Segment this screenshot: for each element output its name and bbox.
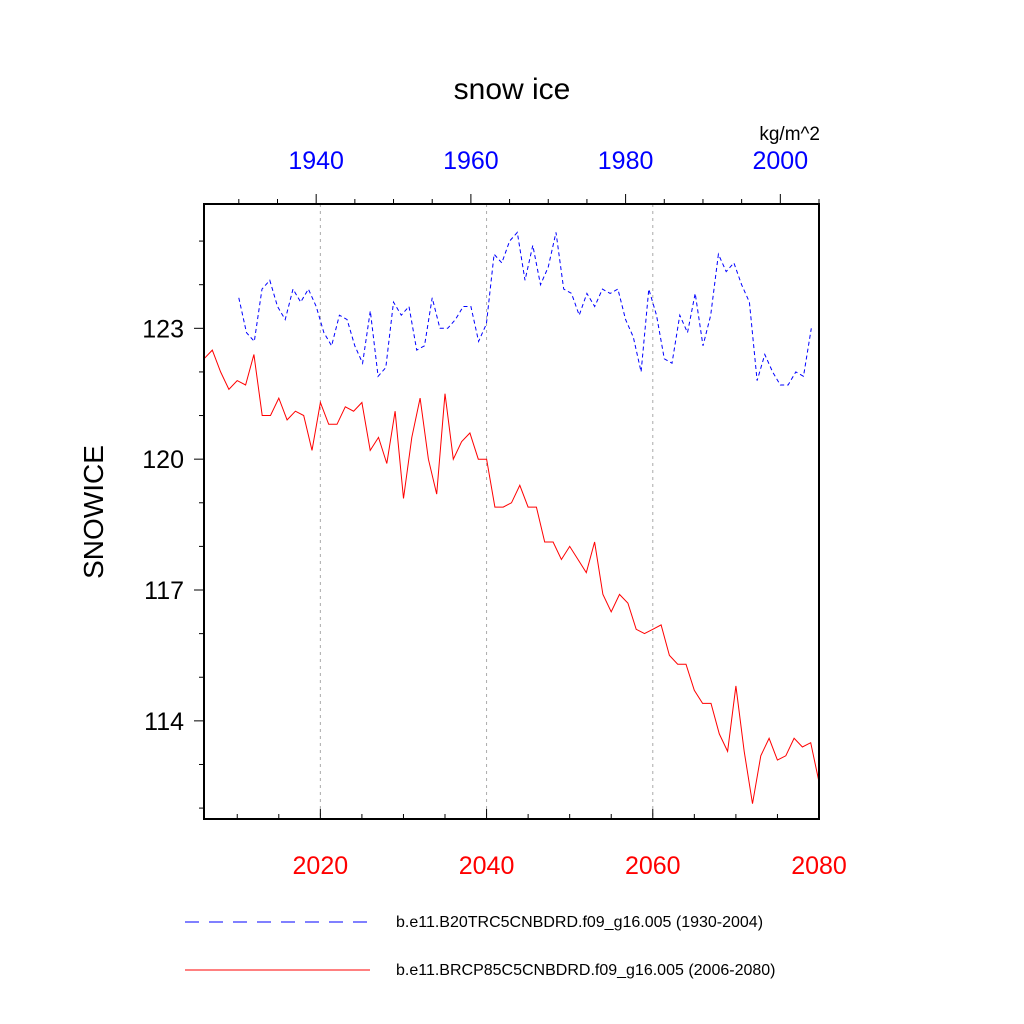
top-tick-label: 1980 <box>598 147 654 175</box>
top-x-axis: 1940 1960 1980 2000 <box>238 147 820 204</box>
plot-frame <box>203 203 820 820</box>
bottom-tick-label: 2060 <box>625 852 681 880</box>
y-tick-label: 120 <box>142 446 184 474</box>
legend-label-projection: b.e11.BRCP85C5CNBDRD.f09_g16.005 (2006-2… <box>396 962 775 979</box>
y-tick-label: 114 <box>144 708 184 736</box>
bottom-tick-label: 2040 <box>459 852 515 880</box>
bottom-tick-label: 2080 <box>791 852 847 880</box>
top-tick-label: 2000 <box>753 147 809 175</box>
y-axis: 114 117 120 123 <box>142 240 204 809</box>
y-tick-label: 117 <box>144 577 184 605</box>
bottom-x-axis: 2020 2040 2060 2080 <box>236 809 847 880</box>
series-line-historical <box>238 231 812 386</box>
bottom-tick-label: 2020 <box>293 852 349 880</box>
y-tick-label: 123 <box>142 315 184 343</box>
chart-title: snow ice <box>454 73 571 106</box>
y-axis-label: SNOWICE <box>78 445 109 579</box>
top-tick-label: 1960 <box>443 147 499 175</box>
series-lines <box>203 231 820 804</box>
legend: b.e11.B20TRC5CNBDRD.f09_g16.005 (1930-20… <box>185 914 775 979</box>
units-label: kg/m^2 <box>759 124 820 145</box>
series-line-projection <box>203 349 820 804</box>
legend-label-historical: b.e11.B20TRC5CNBDRD.f09_g16.005 (1930-20… <box>396 914 763 931</box>
grid-lines <box>319 204 654 819</box>
top-tick-label: 1940 <box>288 147 344 175</box>
